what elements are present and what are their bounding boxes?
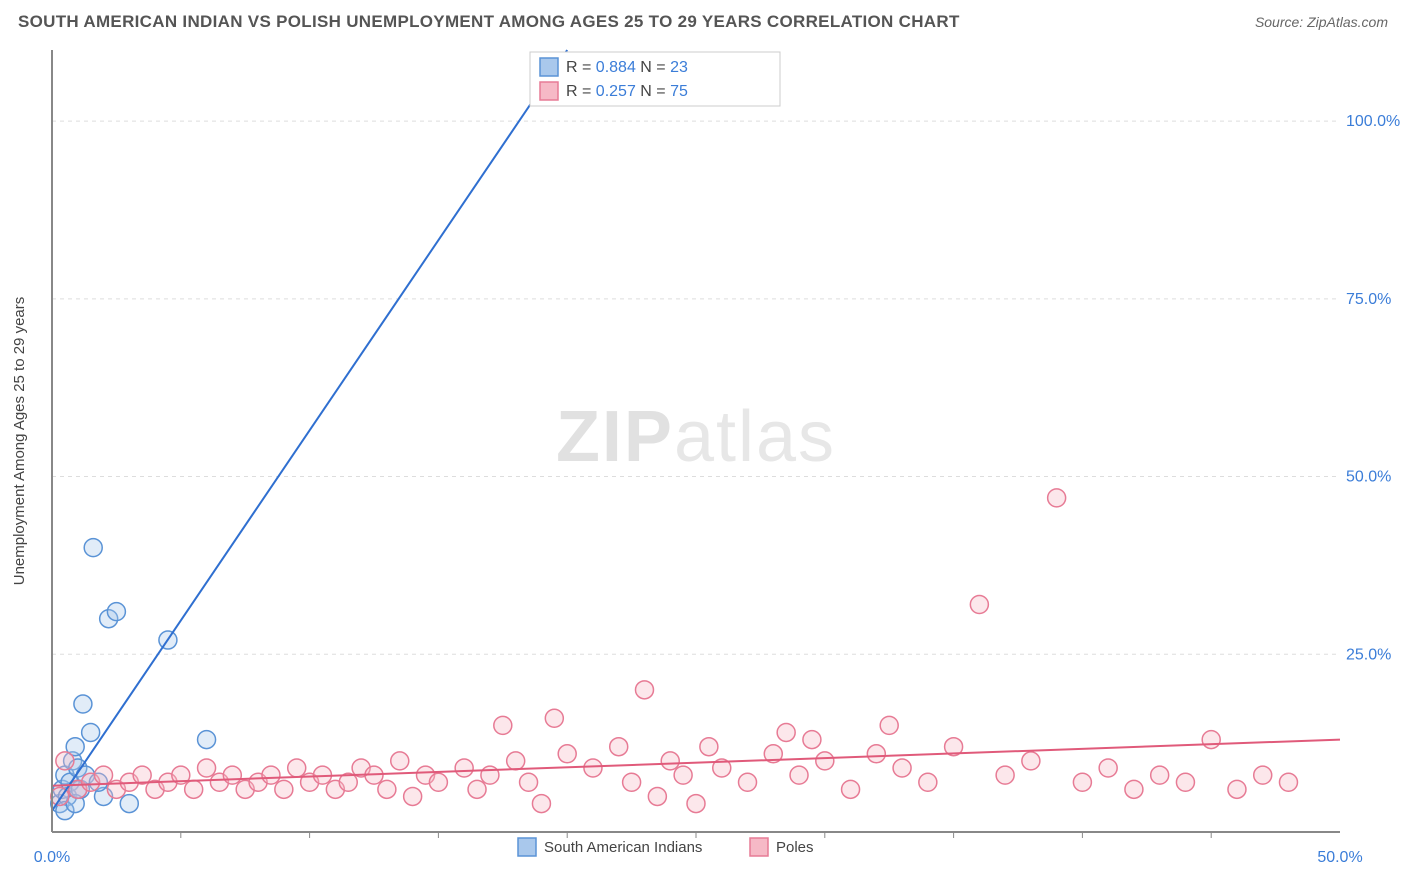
chart-header: SOUTH AMERICAN INDIAN VS POLISH UNEMPLOY… [0,0,1406,40]
data-point [429,773,447,791]
data-point [893,759,911,777]
legend-label: South American Indians [544,839,702,856]
data-point [120,795,138,813]
data-point [1073,773,1091,791]
data-point [584,759,602,777]
data-point [56,752,74,770]
data-point [1048,489,1066,507]
data-point [867,745,885,763]
data-point [558,745,576,763]
data-point [996,766,1014,784]
data-point [700,738,718,756]
data-point [532,795,550,813]
data-point [198,759,216,777]
data-point [481,766,499,784]
data-point [95,766,113,784]
data-point [404,787,422,805]
data-point [1099,759,1117,777]
data-point [1228,780,1246,798]
data-point [82,723,100,741]
chart-title: SOUTH AMERICAN INDIAN VS POLISH UNEMPLOY… [18,12,960,32]
data-point [803,731,821,749]
data-point [1151,766,1169,784]
data-point [185,780,203,798]
scatter-chart: 25.0% 50.0% 75.0% 100.0% ZIPatlas 0.0% 50.0% Un… [0,40,1406,892]
data-point [275,780,293,798]
data-point [107,603,125,621]
data-point [378,780,396,798]
data-point [816,752,834,770]
data-point [687,795,705,813]
data-point [661,752,679,770]
svg-text:25.0%: 25.0% [1346,646,1391,663]
data-point [739,773,757,791]
svg-text:50.0%: 50.0% [1346,469,1391,486]
data-point [455,759,473,777]
chart-container: 25.0% 50.0% 75.0% 100.0% ZIPatlas 0.0% 50.0% Un… [0,40,1406,892]
svg-text:50.0%: 50.0% [1317,849,1362,866]
svg-text:ZIPatlas: ZIPatlas [556,397,836,477]
legend-swatch [518,838,536,856]
data-point [1022,752,1040,770]
data-point [507,752,525,770]
data-point [1254,766,1272,784]
data-point [777,723,795,741]
data-point [84,539,102,557]
data-point [520,773,538,791]
data-point [970,596,988,614]
data-point [262,766,280,784]
data-point [1176,773,1194,791]
data-point [1202,731,1220,749]
data-point [610,738,628,756]
svg-text:0.0%: 0.0% [34,849,70,866]
svg-text:100.0%: 100.0% [1346,113,1400,130]
data-point [648,787,666,805]
data-point [919,773,937,791]
data-point [674,766,692,784]
data-point [545,709,563,727]
y-axis-title: Unemployment Among Ages 25 to 29 years [11,297,28,586]
legend-label: Poles [776,839,814,856]
data-point [391,752,409,770]
data-point [1125,780,1143,798]
svg-text:75.0%: 75.0% [1346,291,1391,308]
stats-row: R = 0.884 N = 23 [566,59,688,76]
data-point [623,773,641,791]
data-point [1279,773,1297,791]
data-point [494,716,512,734]
data-point [288,759,306,777]
data-point [74,695,92,713]
data-point [468,780,486,798]
trend-line [52,740,1340,786]
stats-swatch [540,58,558,76]
data-point [880,716,898,734]
data-point [842,780,860,798]
data-point [790,766,808,784]
data-point [223,766,241,784]
stats-row: R = 0.257 N = 75 [566,83,688,100]
stats-swatch [540,82,558,100]
data-point [198,731,216,749]
legend-swatch [750,838,768,856]
chart-source: Source: ZipAtlas.com [1255,14,1388,30]
trend-line [52,50,567,811]
data-point [635,681,653,699]
